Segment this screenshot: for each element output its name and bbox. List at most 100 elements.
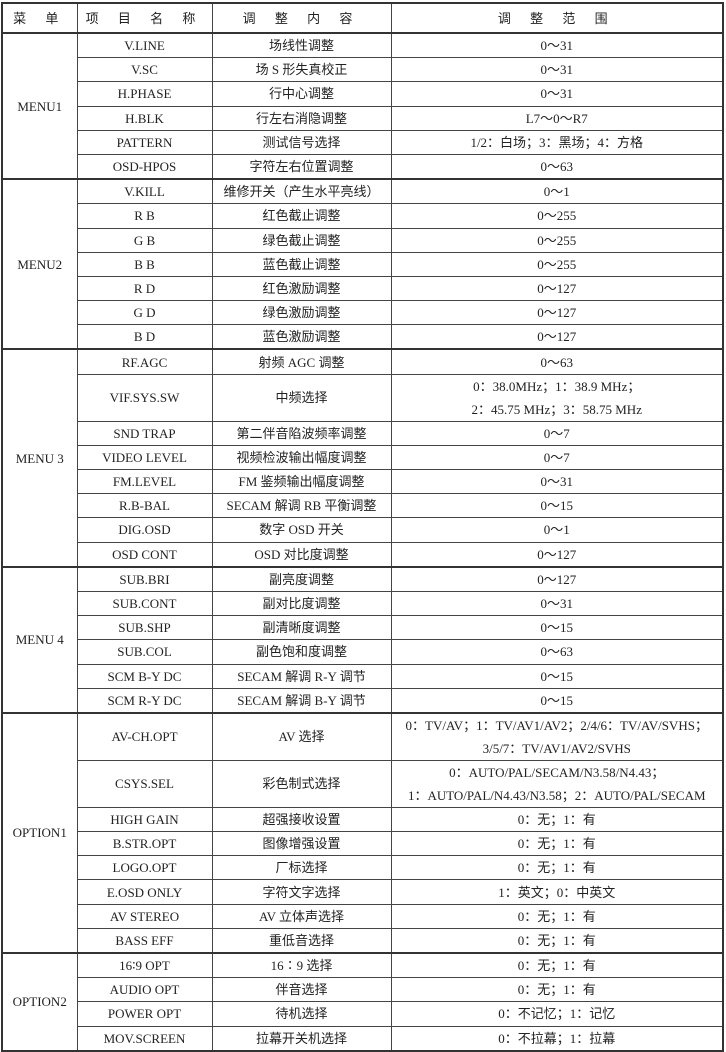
item-name-cell: B D: [76, 324, 213, 350]
adjust-content-cell: 字符文字选择: [211, 879, 392, 905]
table-row: SUB.CONT 副对比度调整 0～31: [2, 590, 724, 617]
item-name-cell: SUB.CONT: [76, 590, 213, 617]
table-row: SCM B-Y DC SECAM 解调 R-Y 调节 0～15: [2, 663, 724, 689]
range-line-2: 2：45.75 MHz；3：58.75 MHz: [471, 401, 642, 417]
adjust-content-cell: 厂标选择: [211, 855, 392, 881]
adjust-range-cell: 0：无；1：有: [390, 977, 724, 1003]
item-name-cell: V.SC: [76, 57, 213, 83]
table-row: OPTION1 AV-CH.OPT AV 选择 0：TV/AV；1：TV/AV1/AV…: [1, 711, 724, 954]
adjust-content-cell: 行左右消隐调整: [211, 105, 392, 131]
adjust-content-cell: 图像增强设置: [211, 831, 392, 857]
adjust-range-cell: 0～127: [390, 324, 724, 350]
item-name-cell: DIG.OSD: [76, 517, 213, 543]
adjust-content-cell: 重低音选择: [211, 927, 392, 954]
range-line: 0～31: [540, 62, 573, 78]
adjust-range-cell: 0～127: [390, 541, 724, 568]
adjust-content-cell: 16∶9 选择: [211, 952, 392, 979]
item-name-cell: HIGH GAIN: [76, 806, 213, 833]
range-line: 1/2：白场；3：黑场；4：方格: [470, 134, 644, 150]
range-line: 0～63: [540, 644, 573, 660]
table-row: SCM R-Y DC SECAM 解调 B-Y 调节 0～15: [2, 687, 724, 714]
range-line: 0～15: [540, 498, 573, 514]
adjust-range-cell: 0：无；1：有: [390, 903, 724, 929]
adjust-content-cell: 蓝色激励调整: [211, 324, 392, 350]
range-line: L7～0～R7: [525, 110, 588, 126]
range-line: 0～31: [540, 474, 573, 490]
item-name-cell: V.KILL: [76, 178, 213, 205]
adjust-content-cell: 彩色制式选择: [211, 759, 392, 808]
table-row: MOV.SCREEN 拉幕开关机选择 0：不拉幕；1：拉幕: [2, 1025, 724, 1052]
header-row: 菜 单 项 目 名 称 调 整 内 容 调 整 范 围: [1, 2, 724, 34]
table-row: AUDIO OPT 伴音选择 0：无；1：有: [2, 977, 724, 1003]
table-row: MENU 3 RF.AGC 射频 AGC 调整 0～63: [1, 348, 724, 568]
adjust-range-cell: 0：AUTO/PAL/SECAM/N3.58/N4.43； 1：AUTO/PAL/…: [390, 759, 724, 808]
range-line: 0～1: [543, 184, 570, 200]
header-adjust-range: 调 整 范 围: [390, 2, 724, 34]
adjust-range-cell: 0：TV/AV；1：TV/AV1/AV2；2/4/6：TV/AV/SVHS； 3/…: [390, 711, 724, 761]
item-name-cell: VIF.SYS.SW: [76, 373, 213, 422]
item-name-cell: POWER OPT: [76, 1001, 213, 1027]
range-line: 0～63: [540, 354, 573, 370]
table-row: AV STEREO AV 立体声选择 0：无；1：有: [2, 903, 724, 929]
range-line: 0～7: [543, 449, 570, 465]
adjust-range-cell: 0～31: [390, 32, 724, 59]
adjust-content-cell: 行中心调整: [211, 81, 392, 107]
menu-name-cell: MENU 4: [1, 565, 78, 714]
range-line: 0～63: [540, 159, 573, 175]
range-line: 0：无；1：有: [517, 932, 596, 948]
item-name-cell: OSD CONT: [76, 541, 213, 568]
adjust-content-cell: 维修开关（产生水平亮线）: [211, 178, 392, 205]
adjust-range-cell: 0：无；1：有: [390, 952, 724, 979]
table-row: B D 蓝色激励调整 0～127: [2, 324, 724, 350]
item-name-cell: V.LINE: [76, 32, 213, 59]
range-line: 0～15: [540, 692, 573, 708]
item-name-cell: SUB.SHP: [76, 615, 213, 641]
table-row: B.STR.OPT 图像增强设置 0：无；1：有: [2, 831, 724, 857]
table-row: V.SC 场 S 形失真校正 0～31: [2, 57, 724, 83]
adjust-range-cell: 0～15: [390, 687, 724, 714]
adjust-range-cell: 0：无；1：有: [390, 831, 724, 857]
table-row: OPTION2 16∶9 OPT 16∶9 选择 0：无；1：有: [1, 952, 724, 1052]
table-row: OSD-HPOS 字符左右位置调整 0～63: [2, 153, 724, 180]
table-row: BASS EFF 重低音选择 0：无；1：有: [2, 927, 724, 954]
adjust-content-cell: 场 S 形失真校正: [211, 57, 392, 83]
item-name-cell: BASS EFF: [76, 927, 213, 954]
item-name-cell: MOV.SCREEN: [76, 1025, 213, 1052]
item-name-cell: RF.AGC: [76, 348, 213, 375]
table-row: MENU1 V.LINE 场线性调整 0～31: [1, 31, 724, 180]
table-row: SND TRAP 第二伴音陷波频率调整 0～7: [2, 420, 724, 446]
table-row: MENU 4 SUB.BRI 副亮度调整 0～127: [1, 565, 724, 714]
adjust-range-cell: 0～63: [390, 348, 724, 375]
item-name-cell: E.OSD ONLY: [76, 879, 213, 905]
adjust-range-cell: 0～31: [390, 57, 724, 83]
item-name-cell: H.PHASE: [76, 81, 213, 107]
item-name-cell: R.B-BAL: [76, 493, 213, 519]
table-row: E.OSD ONLY 字符文字选择 1：英文；0：中英文: [2, 879, 724, 905]
item-name-cell: G D: [76, 300, 213, 326]
table-row: VIDEO LEVEL 视频检波输出幅度调整 0～7: [2, 444, 724, 471]
adjust-content-cell: 红色激励调整: [211, 275, 392, 302]
adjust-content-cell: 场线性调整: [211, 32, 392, 59]
table-body: MENU1 V.LINE 场线性调整 0～31 V.SC 场 S 形失真校正 0～31 H.P…: [1, 31, 724, 1052]
table-row: R B 红色截止调整 0～255: [2, 203, 724, 229]
adjust-content-cell: SECAM 解调 R-Y 调节: [211, 663, 392, 689]
adjust-content-cell: SECAM 解调 RB 平衡调整: [211, 493, 392, 519]
header-menu: 菜 单: [1, 2, 78, 34]
range-line: 0：不拉幕；1：拉幕: [498, 1030, 616, 1046]
item-name-cell: SUB.COL: [76, 639, 213, 665]
table-row: VIF.SYS.SW 中频选择 0：38.0MHz；1：38.9 MHz； 2：45.…: [2, 373, 724, 422]
item-name-cell: AUDIO OPT: [76, 977, 213, 1003]
item-name-cell: 16∶9 OPT: [76, 952, 213, 979]
table-row: R D 红色激励调整 0～127: [2, 275, 724, 302]
range-line: 0：不记忆；1：记忆: [498, 1006, 616, 1022]
adjust-content-cell: 中频选择: [211, 373, 392, 422]
adjust-range-cell: 0：无；1：有: [390, 806, 724, 833]
adjust-range-cell: 0～1: [390, 517, 724, 543]
menu-name-cell: MENU2: [1, 178, 78, 350]
range-line: 0～127: [537, 329, 577, 345]
range-line: 0：无；1：有: [517, 836, 596, 852]
adjust-range-cell: 0：不记忆；1：记忆: [390, 1001, 724, 1027]
table-row: H.BLK 行左右消隐调整 L7～0～R7: [2, 105, 724, 131]
item-name-cell: SND TRAP: [76, 420, 213, 446]
